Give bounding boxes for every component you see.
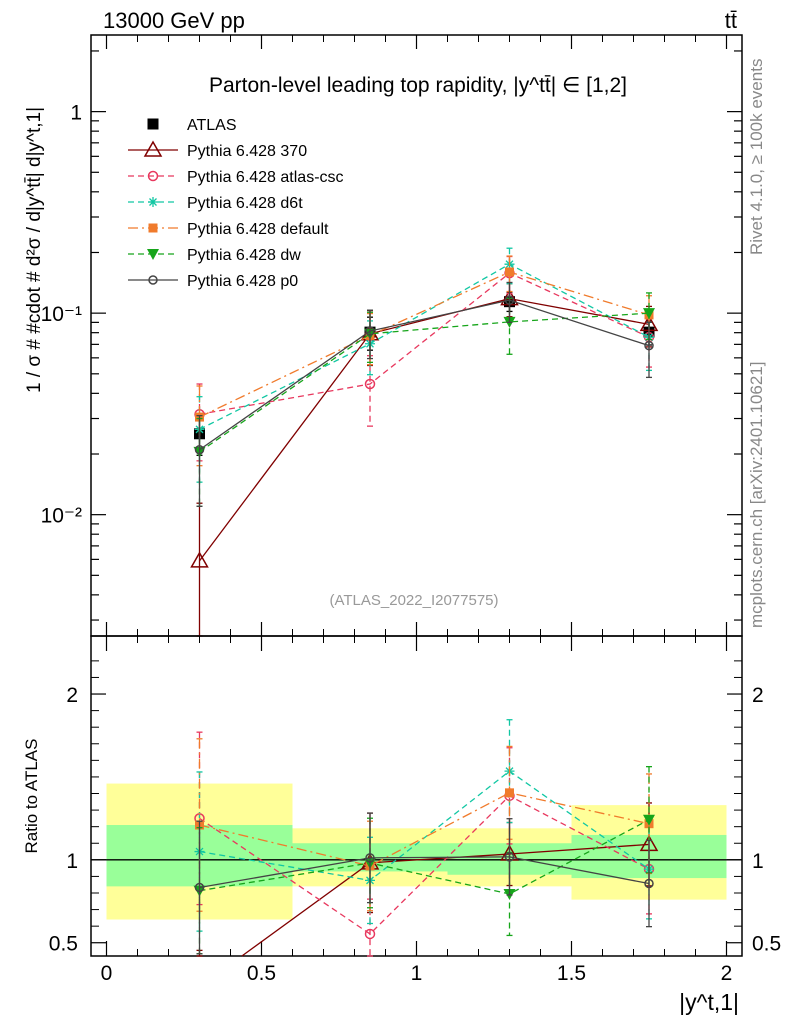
ratio-y-tick-label: 1	[66, 850, 78, 873]
data-point	[190, 551, 209, 568]
series-line	[199, 271, 650, 418]
main-y-tick-label: 10⁻¹	[41, 303, 82, 326]
legend-label: Pythia 6.428 atlas-csc	[187, 169, 344, 186]
ratio-data-point	[194, 882, 205, 893]
ratio-data-point	[644, 878, 654, 889]
ratio-y-axis-label: Ratio to ATLAS	[22, 739, 41, 854]
legend-item: Pythia 6.428 atlas-csc	[128, 169, 344, 186]
legend-item: Pythia 6.428 p0	[128, 273, 298, 290]
series-line	[199, 299, 650, 451]
x-tick-label: 0.5	[247, 962, 276, 985]
ratio-data-point	[505, 788, 514, 798]
ratio-series-line	[199, 795, 650, 935]
series-line	[199, 312, 650, 453]
ratio-plot-panel: 0.5 0.5 1 1 2 2 0 0.5 1 1.5 2 Ratio to ATLAS |y^t,…	[22, 635, 781, 1015]
ratio-data-point	[643, 814, 655, 826]
legend-marker	[148, 197, 158, 207]
ratio-series-5	[194, 812, 654, 955]
ratio-series-line	[199, 819, 650, 895]
data-point	[644, 340, 654, 351]
legend-label: Pythia 6.428 default	[187, 221, 329, 238]
main-data-layer	[190, 247, 659, 637]
series-line	[199, 272, 650, 415]
series-6	[194, 281, 654, 507]
ratio-data-layer	[193, 719, 659, 957]
series-1	[190, 283, 659, 637]
analysis-label: (ATLAS_2022_I2077575)	[329, 592, 498, 609]
x-tick-label: 1.5	[557, 962, 586, 985]
data-point	[643, 308, 655, 320]
mcplots-label: mcplots.cern.ch [arXiv:2401.10621]	[747, 362, 766, 628]
ratio-series-line	[199, 856, 650, 889]
legend-label: Pythia 6.428 d6t	[187, 195, 303, 212]
legend-item: Pythia 6.428 d6t	[128, 195, 303, 212]
legend-item: Pythia 6.428 default	[128, 221, 329, 238]
main-y-tick-label: 1	[70, 102, 82, 125]
data-point	[364, 378, 376, 390]
main-y-axis-label: 1 / σ # #cdot # d²σ / d|y^tt̄| d|y^t,1|	[24, 107, 45, 393]
ratio-data-point	[504, 852, 515, 862]
data-point	[504, 295, 515, 305]
ratio-series-line	[199, 792, 650, 867]
ratio-data-point	[364, 928, 376, 940]
ratio-y-tick-label: 0.5	[49, 933, 78, 956]
main-plot-panel: 1 10⁻¹ 10⁻² Parton-level leading top rapid…	[24, 34, 743, 637]
legend-label: ATLAS	[187, 117, 237, 134]
beam-label: 13000 GeV pp	[103, 8, 245, 33]
plot-title: Parton-level leading top rapidity, |y^tt…	[209, 74, 627, 97]
legend-marker	[143, 140, 163, 157]
data-point	[194, 444, 205, 455]
ratio-data-point	[365, 853, 375, 863]
legend-item: Pythia 6.428 370	[128, 140, 307, 160]
ratio-series-line	[241, 843, 650, 957]
x-tick-label: 2	[721, 962, 733, 985]
legend-label: Pythia 6.428 p0	[187, 273, 298, 290]
ratio-y-tick-label-right: 1	[752, 850, 764, 873]
ratio-y-tick-label-right: 0.5	[752, 933, 781, 956]
ratio-y-tick-label: 2	[66, 684, 78, 707]
legend-marker	[148, 223, 158, 233]
data-point	[505, 267, 514, 277]
legend-label: Pythia 6.428 dw	[187, 247, 301, 264]
ratio-y-tick-label-right: 2	[752, 684, 764, 707]
series-line	[198, 297, 650, 562]
data-point	[365, 326, 375, 336]
ratio-series-line	[199, 770, 650, 882]
main-y-axis: 1 10⁻¹ 10⁻²	[41, 35, 742, 636]
legend-item: Pythia 6.428 dw	[128, 247, 301, 264]
x-axis-label: |y^t,1|	[679, 989, 739, 1015]
legend-marker	[147, 170, 159, 182]
main-y-tick-label: 10⁻²	[41, 505, 82, 528]
legend-marker	[148, 275, 158, 285]
legend-item: ATLAS	[147, 117, 237, 134]
process-label: tt̄	[725, 8, 737, 33]
legend-marker	[147, 118, 159, 130]
x-tick-label: 1	[411, 962, 423, 985]
legend: ATLAS Pythia 6.428 370 Pythia 6.428 atlas-…	[128, 117, 344, 290]
legend-marker	[147, 249, 159, 260]
rivet-label: Rivet 4.1.0, ≥ 100k events	[747, 59, 766, 255]
legend-label: Pythia 6.428 370	[187, 143, 307, 160]
x-tick-label: 0	[101, 962, 113, 985]
